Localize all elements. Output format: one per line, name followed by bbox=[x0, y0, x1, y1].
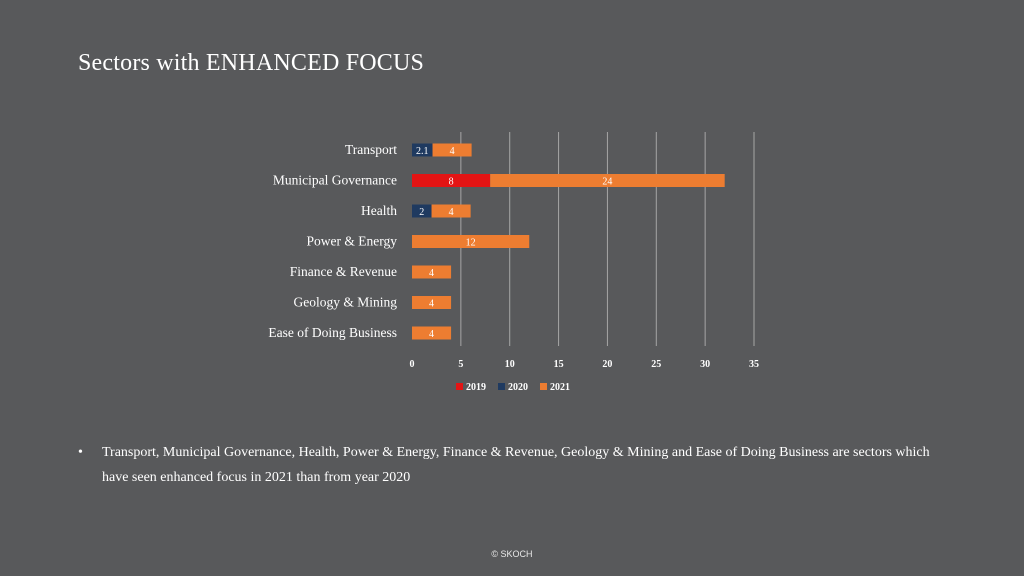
bar-2021 bbox=[412, 326, 452, 340]
legend-swatch-2019 bbox=[456, 383, 463, 390]
legend-label: 2020 bbox=[508, 382, 528, 393]
x-tick-label: 15 bbox=[554, 359, 564, 370]
data-label: 12 bbox=[466, 238, 476, 249]
legend-label: 2021 bbox=[550, 382, 570, 393]
data-label: 4 bbox=[449, 207, 454, 218]
stacked-bar-chart: 0 5 10 15 20 25 30 35 Transport 2.1 4 Municipal Gov… bbox=[268, 132, 759, 393]
data-label: 4 bbox=[429, 329, 434, 340]
x-tick-label: 10 bbox=[505, 359, 515, 370]
category-label: Transport bbox=[345, 142, 397, 157]
slide-title: Sectors with ENHANCED FOCUS bbox=[78, 50, 425, 76]
footer-copyright: © SKOCH bbox=[491, 549, 533, 559]
bar-2021 bbox=[412, 296, 452, 309]
category-label: Power & Energy bbox=[307, 234, 398, 249]
legend-swatch-2020 bbox=[498, 383, 505, 390]
bullet-marker: • bbox=[78, 445, 83, 460]
bar-2021 bbox=[431, 204, 471, 218]
data-label: 4 bbox=[429, 268, 434, 279]
bar-2021 bbox=[490, 174, 725, 187]
data-label: 2.1 bbox=[416, 146, 429, 157]
category-label: Municipal Governance bbox=[273, 173, 397, 188]
x-tick-label: 25 bbox=[651, 359, 661, 370]
data-label: 2 bbox=[419, 207, 424, 218]
data-label: 8 bbox=[449, 177, 454, 188]
bar-2020 bbox=[412, 143, 433, 157]
data-label: 24 bbox=[602, 177, 612, 188]
category-label: Finance & Revenue bbox=[290, 264, 397, 279]
bar-2021 bbox=[412, 265, 452, 279]
legend-swatch-2021 bbox=[540, 383, 547, 390]
legend-label: 2019 bbox=[466, 382, 486, 393]
bullet-point: • Transport, Municipal Governance, Healt… bbox=[78, 440, 948, 490]
x-tick-label: 5 bbox=[458, 359, 463, 370]
data-label: 4 bbox=[429, 299, 434, 310]
bar-2021 bbox=[412, 235, 530, 248]
bullet-text: Transport, Municipal Governance, Health,… bbox=[102, 445, 930, 485]
x-tick-label: 30 bbox=[700, 359, 710, 370]
category-label: Health bbox=[361, 203, 397, 218]
bar-2020 bbox=[412, 204, 432, 218]
category-label: Geology & Mining bbox=[294, 295, 398, 310]
x-tick-label: 35 bbox=[749, 359, 759, 370]
x-tick-label: 20 bbox=[602, 359, 612, 370]
x-tick-label: 0 bbox=[410, 359, 415, 370]
bar-2019 bbox=[412, 174, 491, 187]
category-label: Ease of Doing Business bbox=[268, 325, 397, 340]
data-label: 4 bbox=[450, 146, 455, 157]
bar-2021 bbox=[432, 143, 472, 157]
